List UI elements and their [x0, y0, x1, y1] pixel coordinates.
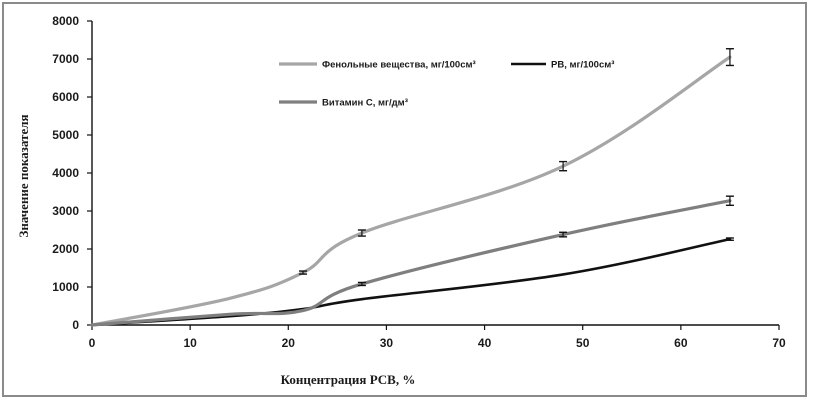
x-tick-label: 50 [576, 336, 590, 350]
x-tick-label: 0 [89, 336, 96, 350]
series-layer [90, 55, 732, 327]
y-tick-label: 1000 [52, 280, 79, 294]
x-tick-label: 40 [478, 336, 492, 350]
x-tick-label: 30 [380, 336, 394, 350]
error-bars [299, 48, 734, 287]
legend-label-2: Витамин С, мг/дм³ [322, 98, 408, 109]
series-line-1 [90, 237, 732, 327]
y-axis-title: Значение показателя [16, 114, 31, 237]
y-tick-label: 5000 [52, 128, 79, 142]
error-bar [559, 160, 568, 172]
x-tick-label: 70 [772, 336, 786, 350]
y-tick-label: 2000 [52, 242, 79, 256]
error-bar [299, 270, 308, 275]
x-tick-label: 60 [674, 336, 688, 350]
axes: 0 1000 2000 3000 4000 5000 6000 7000 8000 0 10 20 30… [52, 14, 786, 350]
y-tick-label: 6000 [52, 90, 79, 104]
chart-frame [2, 2, 807, 397]
error-bar [725, 195, 734, 207]
legend: Фенольные вещества, мг/100см³ РВ, мг/100с… [279, 60, 614, 109]
error-bar [559, 231, 568, 238]
y-tick-label: 3000 [52, 204, 79, 218]
y-tick-label: 7000 [52, 52, 79, 66]
y-tick-label: 4000 [52, 166, 79, 180]
x-axis-title: Концентрация РСВ, % [281, 372, 416, 387]
error-bar [725, 48, 734, 67]
series-line-2 [90, 199, 732, 327]
y-tick-label: 0 [72, 318, 79, 332]
y-tick-label: 8000 [52, 14, 79, 28]
error-bar [725, 237, 734, 241]
x-tick-label: 20 [282, 336, 296, 350]
error-bar [357, 229, 366, 237]
series-line-0 [90, 55, 732, 327]
error-bar [357, 281, 366, 287]
legend-label-1: РВ, мг/100см³ [551, 60, 614, 71]
x-tick-label: 10 [183, 336, 197, 350]
legend-label-0: Фенольные вещества, мг/100см³ [322, 60, 476, 71]
